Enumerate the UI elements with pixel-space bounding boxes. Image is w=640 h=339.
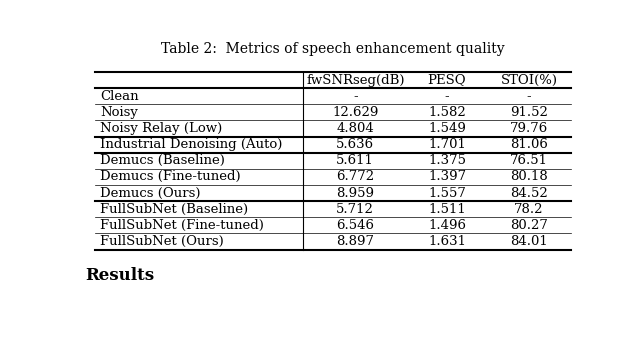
Text: 80.18: 80.18 bbox=[510, 171, 548, 183]
Text: Results: Results bbox=[85, 267, 154, 284]
Text: Noisy: Noisy bbox=[100, 106, 138, 119]
Text: 1.631: 1.631 bbox=[428, 235, 466, 248]
Text: 76.51: 76.51 bbox=[510, 154, 548, 167]
Text: 12.629: 12.629 bbox=[332, 106, 378, 119]
Text: Industrial Denoising (Auto): Industrial Denoising (Auto) bbox=[100, 138, 282, 151]
Text: 1.375: 1.375 bbox=[428, 154, 466, 167]
Text: fwSNRseg(dB): fwSNRseg(dB) bbox=[306, 74, 404, 86]
Text: -: - bbox=[445, 90, 449, 103]
Text: FullSubNet (Baseline): FullSubNet (Baseline) bbox=[100, 203, 248, 216]
Text: FullSubNet (Fine-tuned): FullSubNet (Fine-tuned) bbox=[100, 219, 264, 232]
Text: 6.772: 6.772 bbox=[336, 171, 374, 183]
Text: STOI(%): STOI(%) bbox=[500, 74, 557, 86]
Text: 1.557: 1.557 bbox=[428, 186, 466, 200]
Text: 5.611: 5.611 bbox=[337, 154, 374, 167]
Text: Demucs (Fine-tuned): Demucs (Fine-tuned) bbox=[100, 171, 241, 183]
Text: 8.959: 8.959 bbox=[336, 186, 374, 200]
Text: 1.549: 1.549 bbox=[428, 122, 466, 135]
Text: 79.76: 79.76 bbox=[509, 122, 548, 135]
Text: 1.701: 1.701 bbox=[428, 138, 466, 151]
Text: 8.897: 8.897 bbox=[336, 235, 374, 248]
Text: 81.06: 81.06 bbox=[510, 138, 548, 151]
Text: 4.804: 4.804 bbox=[337, 122, 374, 135]
Text: 80.27: 80.27 bbox=[510, 219, 548, 232]
Text: 5.712: 5.712 bbox=[337, 203, 374, 216]
Text: PESQ: PESQ bbox=[428, 74, 467, 86]
Text: -: - bbox=[353, 90, 358, 103]
Text: 1.511: 1.511 bbox=[428, 203, 466, 216]
Text: Clean: Clean bbox=[100, 90, 138, 103]
Text: 1.397: 1.397 bbox=[428, 171, 466, 183]
Text: Noisy Relay (Low): Noisy Relay (Low) bbox=[100, 122, 222, 135]
Text: Table 2:  Metrics of speech enhancement quality: Table 2: Metrics of speech enhancement q… bbox=[161, 42, 505, 56]
Text: 91.52: 91.52 bbox=[510, 106, 548, 119]
Text: 6.546: 6.546 bbox=[336, 219, 374, 232]
Text: Demucs (Baseline): Demucs (Baseline) bbox=[100, 154, 225, 167]
Text: 84.52: 84.52 bbox=[510, 186, 548, 200]
Text: 78.2: 78.2 bbox=[514, 203, 543, 216]
Text: Demucs (Ours): Demucs (Ours) bbox=[100, 186, 200, 200]
Text: -: - bbox=[527, 90, 531, 103]
Text: 1.496: 1.496 bbox=[428, 219, 466, 232]
Text: 1.582: 1.582 bbox=[428, 106, 466, 119]
Text: FullSubNet (Ours): FullSubNet (Ours) bbox=[100, 235, 223, 248]
Text: 5.636: 5.636 bbox=[336, 138, 374, 151]
Text: 84.01: 84.01 bbox=[510, 235, 548, 248]
